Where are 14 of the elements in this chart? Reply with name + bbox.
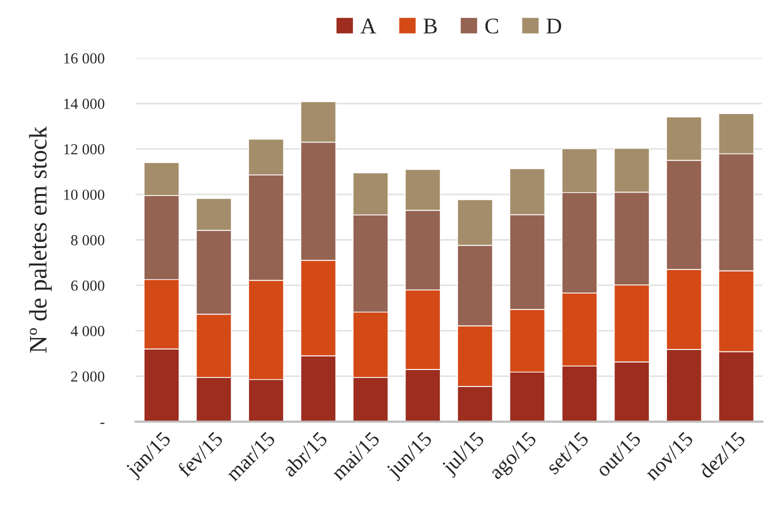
legend-label: B (424, 18, 437, 34)
y-tick-label: 12 000 (64, 144, 104, 154)
legend-label: C (485, 18, 498, 34)
y-tick-label: 8 000 (71, 235, 104, 246)
y-tick-label: 14 000 (64, 98, 104, 109)
y-tick-label: 10 000 (64, 190, 104, 200)
y-tick-label: 4 000 (70, 326, 104, 336)
y-axis-title: Nº de paletes em stock (29, 126, 52, 353)
y-tick-label: 16 000 (64, 53, 104, 64)
legend-label: A (360, 18, 376, 34)
y-tick-label: 6 000 (71, 280, 104, 291)
y-tick-label: - (100, 422, 104, 424)
legend-label: D (546, 18, 562, 34)
y-tick-label: 2 000 (71, 371, 104, 382)
